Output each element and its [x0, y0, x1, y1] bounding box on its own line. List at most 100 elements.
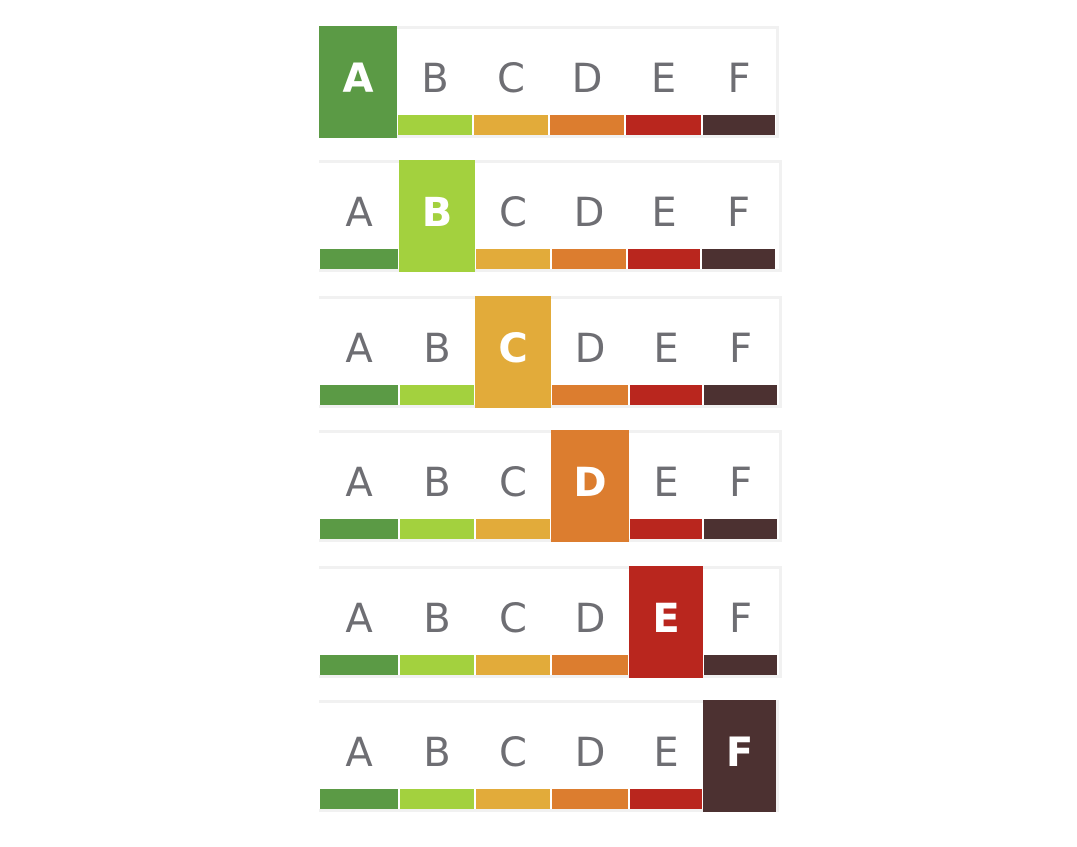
grade-cell-e: E	[629, 566, 703, 678]
grade-cell-d: D	[551, 703, 629, 809]
grade-cell-b: B	[399, 569, 475, 675]
grade-color-bar-e	[630, 789, 702, 809]
grade-color-bar-b	[400, 385, 474, 405]
grade-cell-d: D	[551, 163, 627, 269]
grade-letter: C	[499, 596, 527, 642]
active-grade-letter: E	[652, 596, 680, 642]
grade-color-bar-c	[476, 519, 550, 539]
grade-cell-a: A	[319, 163, 399, 269]
grade-color-bar-d	[552, 789, 628, 809]
grade-color-bar-a	[320, 789, 398, 809]
grade-letter: F	[726, 190, 750, 236]
grade-color-bar-d	[552, 385, 628, 405]
grade-letter: A	[345, 326, 373, 372]
grade-cell-f: F	[701, 163, 776, 269]
grade-color-bar-b	[400, 789, 474, 809]
active-grade-letter: F	[725, 730, 754, 776]
grade-cell-f: F	[703, 569, 778, 675]
grade-cell-f: F	[703, 700, 776, 812]
grade-color-bar-b	[398, 115, 472, 135]
grade-letter: A	[345, 460, 373, 506]
grade-color-bar-f	[702, 249, 775, 269]
grade-cell-e: E	[629, 703, 703, 809]
active-grade-letter: C	[498, 326, 528, 372]
grade-letter: D	[573, 190, 605, 236]
grade-cell-a: A	[319, 433, 399, 539]
grade-color-bar-d	[552, 655, 628, 675]
grade-color-bar-c	[476, 655, 550, 675]
grade-cell-c: C	[475, 296, 551, 408]
grade-cell-f: F	[703, 299, 778, 405]
grade-cell-d: D	[551, 569, 629, 675]
grade-letter: E	[650, 56, 677, 102]
grade-cell-f: F	[703, 433, 778, 539]
grade-cell-f: F	[702, 29, 776, 135]
grade-cell-e: E	[627, 163, 701, 269]
grade-letter: E	[653, 326, 679, 372]
grade-cell-e: E	[625, 29, 702, 135]
grade-cell-e: E	[629, 433, 703, 539]
grade-color-bar-a	[320, 655, 398, 675]
grade-cell-c: C	[475, 703, 551, 809]
grade-letter: D	[574, 596, 606, 642]
active-grade-letter: A	[342, 56, 374, 102]
grade-color-bar-b	[400, 655, 474, 675]
grade-cell-a: A	[319, 569, 399, 675]
grade-color-bar-c	[474, 115, 548, 135]
grade-letter: D	[571, 56, 603, 102]
grade-color-bar-d	[550, 115, 624, 135]
grade-cell-b: B	[399, 433, 475, 539]
grade-letter: A	[345, 596, 373, 642]
grade-color-bar-c	[476, 789, 550, 809]
grade-cell-b: B	[397, 29, 473, 135]
grade-letter: F	[728, 326, 752, 372]
grade-color-bar-a	[320, 249, 398, 269]
grade-letter: F	[727, 56, 751, 102]
grade-letter: B	[423, 326, 451, 372]
grade-cell-e: E	[629, 299, 703, 405]
grade-cell-a: A	[319, 26, 397, 138]
grade-cell-a: A	[319, 703, 399, 809]
grade-color-bar-f	[704, 519, 777, 539]
grade-color-bar-e	[630, 519, 702, 539]
grade-letter: E	[653, 730, 679, 776]
grade-cell-d: D	[549, 29, 625, 135]
grade-letter: B	[421, 56, 449, 102]
grade-cell-b: B	[399, 299, 475, 405]
grade-letter: E	[653, 460, 679, 506]
grade-letter: C	[499, 460, 527, 506]
grade-cell-b: B	[399, 160, 475, 272]
grade-color-bar-e	[630, 385, 702, 405]
grade-letter: C	[499, 730, 527, 776]
grade-letter: A	[345, 190, 373, 236]
grade-letter: C	[499, 190, 527, 236]
grade-cell-c: C	[475, 163, 551, 269]
grade-cell-c: C	[475, 433, 551, 539]
grade-cell-a: A	[319, 299, 399, 405]
grade-letter: B	[423, 730, 451, 776]
grade-color-bar-c	[476, 249, 550, 269]
grade-letter: F	[728, 460, 752, 506]
grade-color-bar-e	[626, 115, 701, 135]
grade-color-bar-a	[320, 385, 398, 405]
grade-letter: E	[651, 190, 677, 236]
grade-cell-c: C	[475, 569, 551, 675]
grade-letter: B	[423, 596, 451, 642]
grade-cell-d: D	[551, 430, 629, 542]
grade-letter: F	[728, 596, 752, 642]
grade-letter: C	[497, 56, 525, 102]
grade-color-bar-f	[703, 115, 775, 135]
active-grade-letter: D	[573, 460, 607, 506]
grade-letter: A	[345, 730, 373, 776]
grade-cell-d: D	[551, 299, 629, 405]
grade-color-bar-d	[552, 249, 626, 269]
grade-cell-c: C	[473, 29, 549, 135]
grade-color-bar-b	[400, 519, 474, 539]
grade-letter: D	[574, 730, 606, 776]
